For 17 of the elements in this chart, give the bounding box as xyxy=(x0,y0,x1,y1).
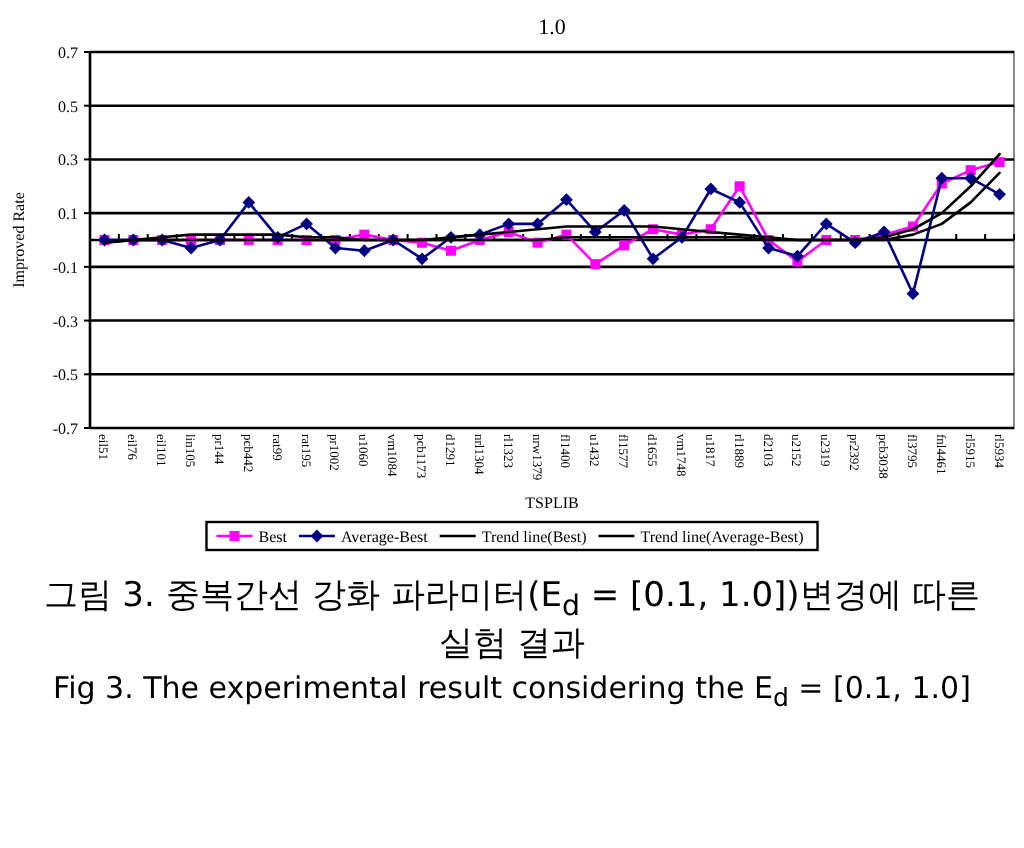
y-axis-title: Improved Rate xyxy=(10,191,28,288)
y-tick-label: -0.3 xyxy=(52,312,78,331)
legend-label: Trend line(Average-Best) xyxy=(640,528,805,546)
chart-title: 1.0 xyxy=(538,16,567,40)
y-tick-label: 0.7 xyxy=(58,44,78,62)
y-tick-label: -0.5 xyxy=(52,366,78,385)
legend-label: Best xyxy=(258,528,289,546)
legend-label: Average-Best xyxy=(340,528,430,546)
x-axis-title: TSPLIB xyxy=(525,494,579,512)
y-tick-label: 0.3 xyxy=(58,151,78,170)
y-tick-label: 0.1 xyxy=(58,205,78,224)
y-tick-label: 0.5 xyxy=(58,97,78,116)
legend-label: Trend line(Best) xyxy=(481,528,588,546)
caption: Fig 3. The experimental result considering the E$_{d}$ = [0.1, 1.0] xyxy=(51,669,973,712)
y-tick-label: -0.7 xyxy=(52,420,78,438)
y-tick-label: -0.1 xyxy=(52,258,78,277)
caption: 그림 3. 중복간선 강화 파라미터(E$_{d}$ = [0.1, 1.0])변경에 따른 실험 결과 xyxy=(41,576,983,666)
